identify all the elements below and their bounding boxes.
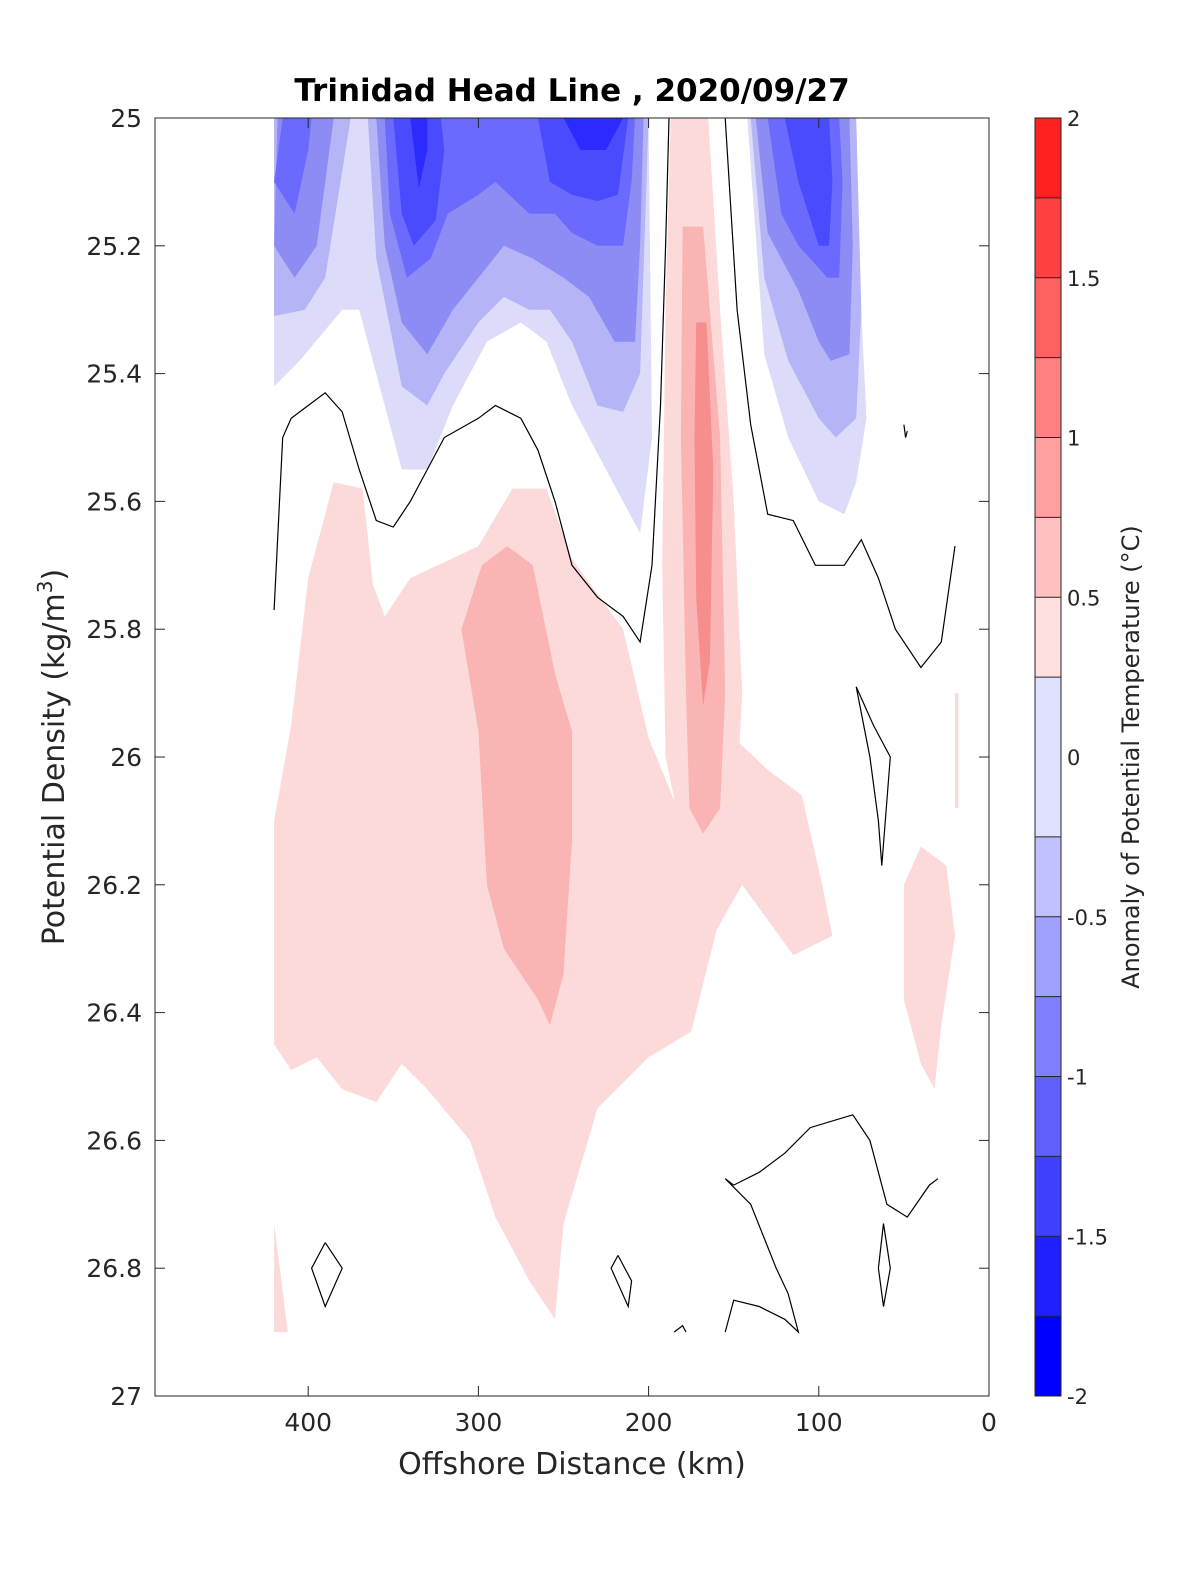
zero-contour-line — [724, 118, 956, 669]
colorbar-tick-label: -1 — [1067, 1066, 1088, 1090]
colorbar-tick-label: 0 — [1067, 746, 1080, 770]
colorbar-band — [1035, 916, 1061, 997]
colorbar-tick-label: 0.5 — [1067, 586, 1100, 610]
y-tick-label: 26 — [110, 743, 142, 772]
x-axis-label: Offshore Distance (km) — [398, 1447, 746, 1482]
y-axis: 25 25.2 25.4 25.6 25.8 26 26.2 26.4 26.6 26.8 27 — [86, 104, 989, 1411]
contour-region — [694, 322, 714, 706]
contour-region — [274, 118, 312, 214]
colorbar: 2 1.5 1 0.5 0 -0.5 -1 -1.5 -2 — [1034, 107, 1108, 1409]
y-tick-label: 26.8 — [86, 1254, 142, 1283]
y-tick-label: 25.8 — [86, 615, 142, 644]
colorbar-band — [1035, 597, 1061, 678]
colorbar-band — [1035, 836, 1061, 917]
contour-region — [461, 546, 572, 1026]
colorbar-band — [1035, 1076, 1061, 1157]
colorbar-tick-label: 1 — [1067, 427, 1080, 451]
zero-contour-line — [673, 1324, 687, 1333]
colorbar-tick-label: -2 — [1067, 1385, 1088, 1409]
colorbar-band — [1035, 118, 1061, 198]
y-axis-label: Potential Density (kg/m3) — [33, 569, 72, 945]
x-tick-label: 400 — [284, 1408, 332, 1437]
zero-contour-line — [724, 1114, 939, 1334]
colorbar-tick-label: -1.5 — [1067, 1225, 1108, 1249]
contour-region — [563, 118, 624, 150]
y-tick-label: 25.4 — [86, 360, 142, 389]
colorbar-band — [1035, 1156, 1061, 1237]
colorbar-band — [1035, 197, 1061, 278]
colorbar-band — [1035, 677, 1061, 837]
colorbar-tick-label: -0.5 — [1067, 906, 1108, 930]
contour-region — [955, 693, 959, 809]
contour-region — [903, 846, 955, 1090]
colorbar-band — [1035, 1236, 1061, 1317]
x-axis: 400 300 200 100 0 — [284, 118, 997, 1437]
zero-contour-lines — [273, 118, 956, 1334]
colorbar-label: Anomaly of Potential Temperature (°C) — [1117, 525, 1145, 989]
colorbar-band — [1035, 517, 1061, 598]
colorbar-tick-label: 1.5 — [1067, 267, 1100, 291]
zero-contour-line — [610, 1255, 633, 1309]
zero-contour-line — [877, 1223, 891, 1307]
y-tick-label: 26.2 — [86, 871, 142, 900]
y-tick-label: 26.4 — [86, 999, 142, 1028]
zero-contour-line — [855, 686, 891, 866]
x-tick-label: 0 — [981, 1408, 997, 1437]
x-tick-label: 100 — [795, 1408, 843, 1437]
y-tick-label: 25.2 — [86, 232, 142, 261]
y-tick-label: 25 — [110, 104, 142, 133]
colorbar-band — [1035, 357, 1061, 438]
colorbar-band — [1035, 996, 1061, 1077]
y-tick-label: 26.6 — [86, 1126, 142, 1155]
x-tick-label: 300 — [455, 1408, 503, 1437]
y-tick-label: 25.6 — [86, 487, 142, 516]
colorbar-band — [1035, 277, 1061, 358]
y-tick-label: 27 — [110, 1382, 142, 1411]
zero-contour-line — [903, 424, 908, 438]
contour-region — [274, 1223, 288, 1333]
contour-region — [410, 118, 428, 189]
x-tick-label: 200 — [625, 1408, 673, 1437]
colorbar-band — [1035, 437, 1061, 518]
colorbar-frame — [1034, 117, 1062, 1397]
zero-contour-line — [310, 1242, 343, 1309]
chart-title: Trinidad Head Line , 2020/09/27 — [294, 73, 849, 109]
zero-contour-line — [273, 118, 670, 644]
colorbar-tick-label: 2 — [1067, 107, 1080, 131]
contour-fills — [274, 118, 959, 1333]
colorbar-band — [1035, 1316, 1061, 1396]
contour-region — [784, 118, 833, 246]
